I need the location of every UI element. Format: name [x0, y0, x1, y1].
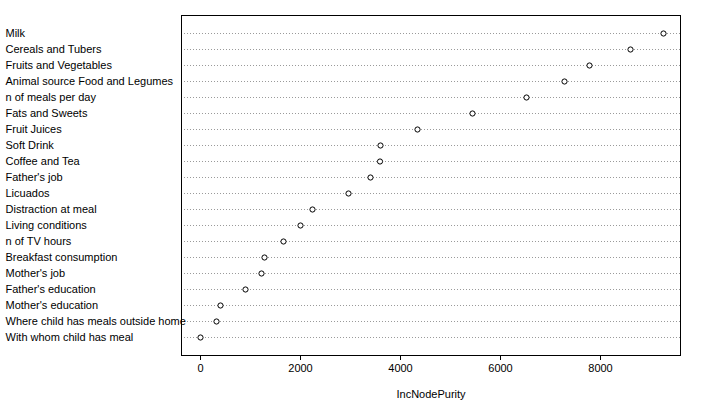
svg-text:Mother's education: Mother's education: [6, 299, 99, 311]
svg-text:8000: 8000: [588, 362, 612, 374]
svg-text:6000: 6000: [488, 362, 512, 374]
svg-text:Coffee and Tea: Coffee and Tea: [6, 155, 81, 167]
svg-text:Fats and Sweets: Fats and Sweets: [6, 107, 88, 119]
svg-text:Mother's job: Mother's job: [6, 267, 66, 279]
svg-text:Fruit Juices: Fruit Juices: [6, 123, 63, 135]
svg-text:Father's job: Father's job: [6, 171, 63, 183]
svg-text:Living conditions: Living conditions: [6, 219, 88, 231]
svg-text:2000: 2000: [288, 362, 312, 374]
svg-text:Where child has meals outside: Where child has meals outside home: [6, 315, 186, 327]
svg-text:IncNodePurity: IncNodePurity: [396, 388, 466, 400]
svg-text:Father's education: Father's education: [6, 283, 96, 295]
svg-text:Cereals and Tubers: Cereals and Tubers: [6, 43, 102, 55]
svg-text:With whom child has meal: With whom child has meal: [6, 331, 134, 343]
svg-text:Animal source Food and Legumes: Animal source Food and Legumes: [6, 75, 174, 87]
svg-text:Distraction at meal: Distraction at meal: [6, 203, 97, 215]
svg-text:Fruits and Vegetables: Fruits and Vegetables: [6, 59, 113, 71]
svg-text:4000: 4000: [388, 362, 412, 374]
svg-text:n of TV hours: n of TV hours: [6, 235, 72, 247]
svg-text:0: 0: [197, 362, 203, 374]
svg-text:n of meals per day: n of meals per day: [6, 91, 97, 103]
svg-text:Milk: Milk: [6, 27, 26, 39]
svg-text:Licuados: Licuados: [6, 187, 51, 199]
svg-text:Breakfast consumption: Breakfast consumption: [6, 251, 118, 263]
svg-text:Soft Drink: Soft Drink: [6, 139, 55, 151]
